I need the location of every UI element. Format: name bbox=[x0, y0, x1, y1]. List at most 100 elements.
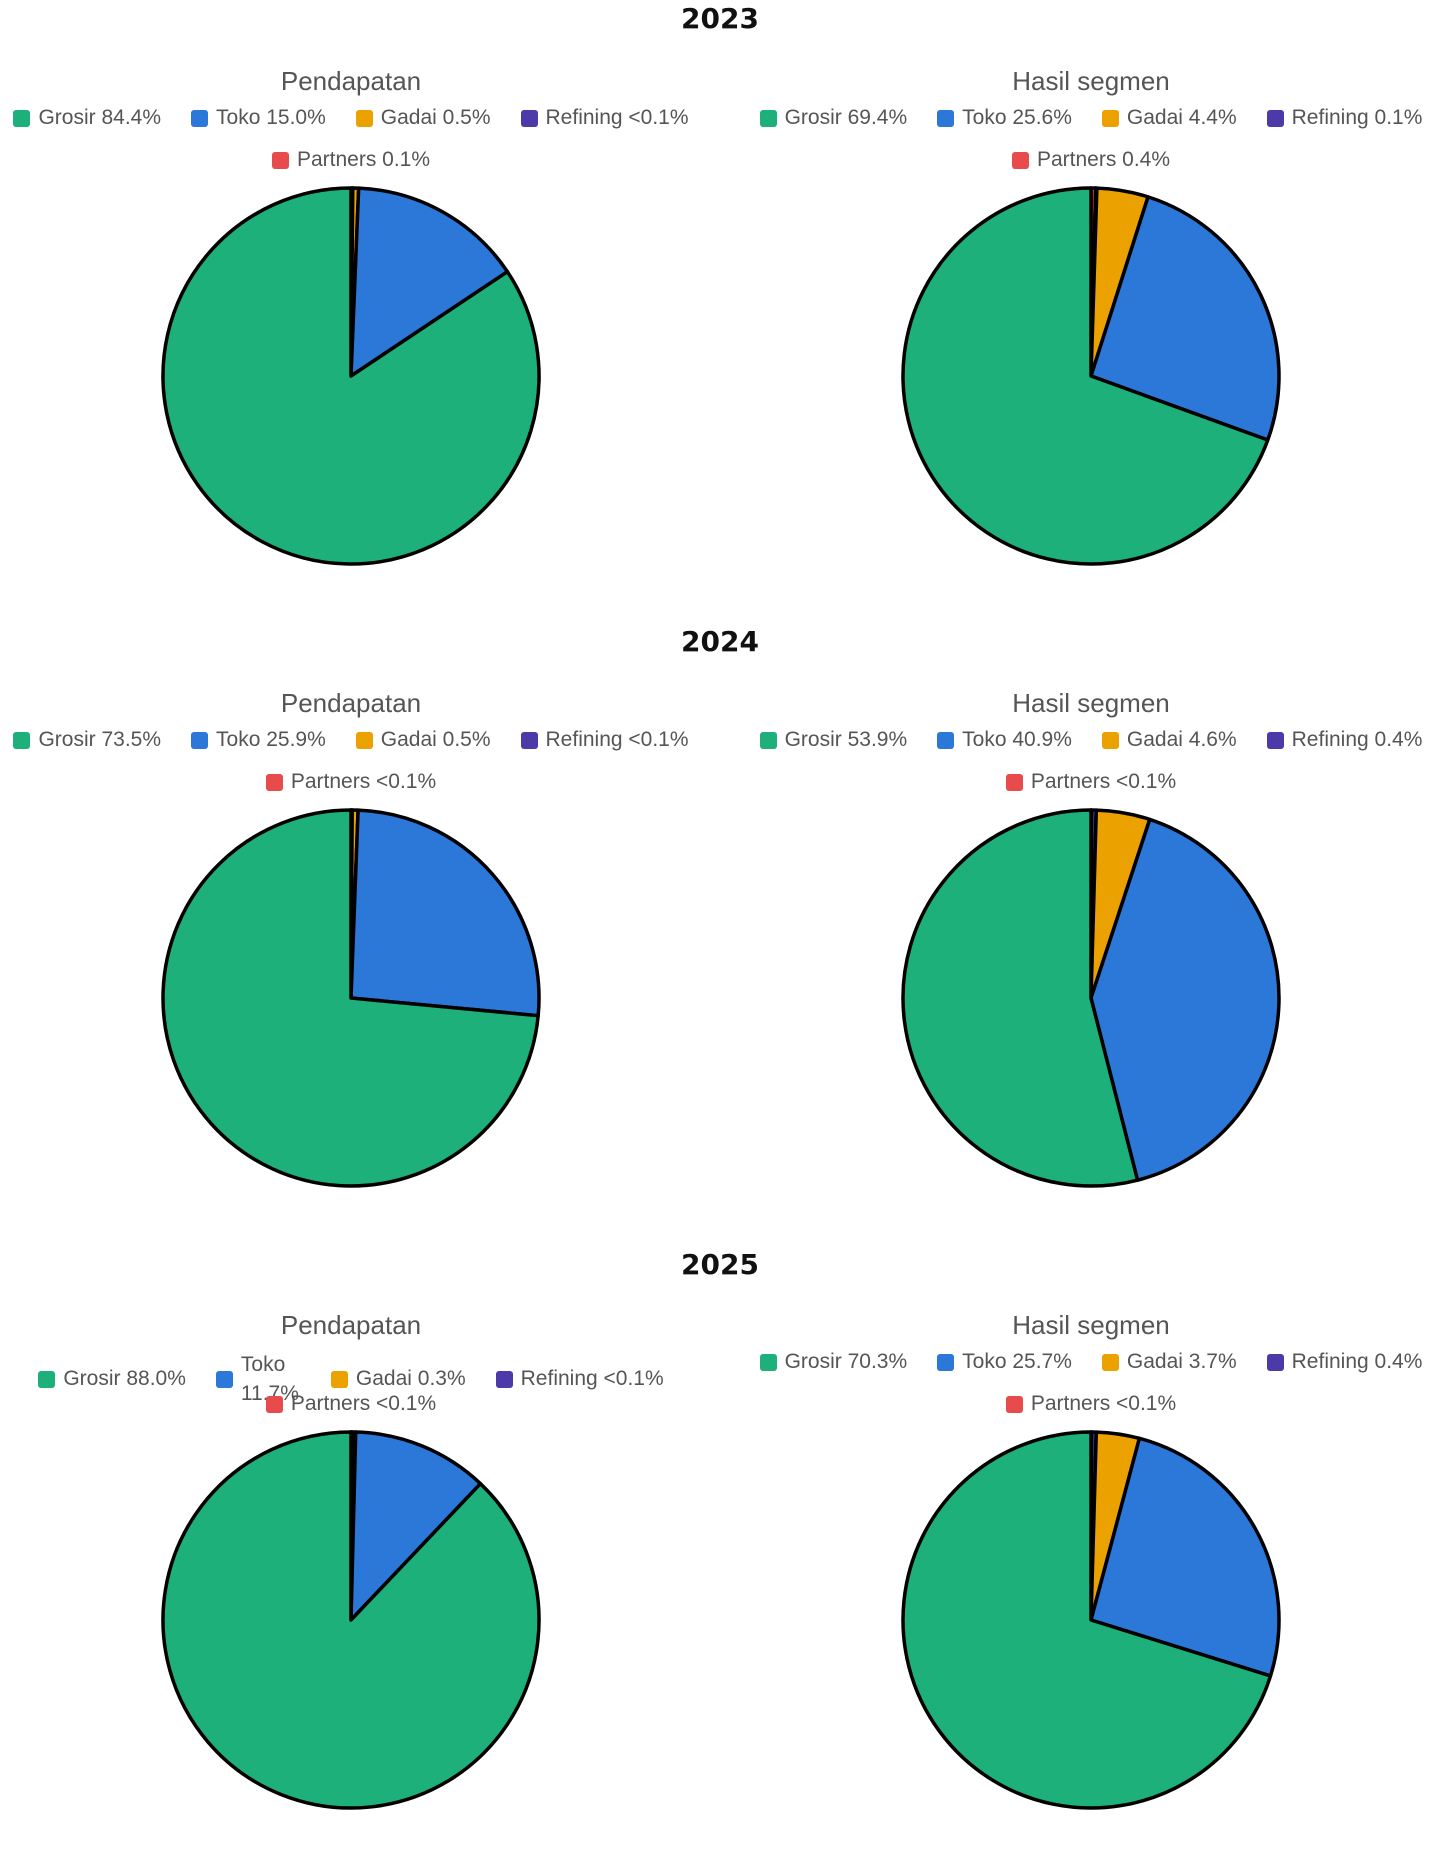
chart-title-2023-pendapatan: Pendapatan bbox=[280, 66, 422, 96]
legend-item-gadai[interactable]: Gadai 0.3% bbox=[330, 1367, 466, 1391]
legend-swatch-grosir bbox=[13, 109, 31, 127]
legend-item-refining[interactable]: Refining <0.1% bbox=[520, 106, 689, 130]
legend-label-gadai: Gadai 0.5% bbox=[380, 728, 491, 751]
legend-label-toko: Toko 25.6% bbox=[962, 106, 1072, 129]
legend-swatch-gadai bbox=[330, 1370, 348, 1388]
pie-slice-toko[interactable] bbox=[349, 186, 510, 378]
legend-swatch-toko bbox=[191, 109, 209, 127]
legend-item-partners[interactable]: Partners <0.1% bbox=[265, 770, 437, 794]
legend-item-partners[interactable]: Partners <0.1% bbox=[265, 1392, 436, 1416]
legend-row: Grosir 88.0% Toko 11.7% Gadai 0.3% Refining… bbox=[0, 1350, 711, 1408]
legend-item-toko[interactable]: Toko 15.0% bbox=[191, 106, 326, 130]
year-title-2024: 2024 bbox=[681, 625, 759, 658]
legend-swatch-gadai bbox=[355, 109, 373, 127]
legend-swatch-grosir bbox=[13, 731, 31, 749]
legend-item-gadai[interactable]: Gadai 3.7% bbox=[1101, 1350, 1237, 1374]
legend-label-refining: Refining <0.1% bbox=[545, 106, 689, 129]
legend-swatch-refining bbox=[495, 1370, 513, 1388]
pie-slice-toko[interactable] bbox=[1089, 195, 1281, 442]
legend-swatch-refining bbox=[520, 731, 538, 749]
legend-item-toko[interactable]: Toko 40.9% bbox=[937, 728, 1072, 752]
legend-label-toko: Toko 11.7% bbox=[240, 1353, 299, 1405]
legend-label-gadai: Gadai 0.3% bbox=[355, 1367, 466, 1390]
legend-swatch-gadai bbox=[1101, 109, 1119, 127]
legend-item-grosir[interactable]: Grosir 53.9% bbox=[759, 728, 908, 752]
pie-slice-grosir[interactable] bbox=[161, 808, 540, 1188]
pie-slice-grosir[interactable] bbox=[161, 186, 541, 566]
pie-2024-pendapatan bbox=[161, 808, 541, 1188]
legend-item-refining[interactable]: Refining 0.4% bbox=[1266, 1350, 1423, 1374]
pie-slice-toko[interactable] bbox=[1089, 1436, 1281, 1678]
legend-item-partners[interactable]: Partners 0.4% bbox=[1011, 148, 1170, 172]
pie-slice-grosir[interactable] bbox=[901, 808, 1140, 1188]
legend-label-grosir: Grosir 53.9% bbox=[784, 728, 908, 751]
legend-label-partners: Partners <0.1% bbox=[290, 770, 437, 793]
legend-item-toko[interactable]: Toko 11.7% bbox=[215, 1350, 301, 1408]
legend-label-grosir: Grosir 70.3% bbox=[784, 1350, 908, 1373]
legend-swatch-grosir bbox=[759, 731, 777, 749]
pie-slice-grosir[interactable] bbox=[901, 1430, 1273, 1810]
chart-title-2024-pendapatan: Pendapatan bbox=[280, 688, 422, 718]
legend-label-toko: Toko 25.7% bbox=[962, 1350, 1072, 1373]
legend-swatch-partners bbox=[1005, 773, 1023, 791]
legend-label-partners: Partners <0.1% bbox=[1030, 1392, 1177, 1415]
legend-item-grosir[interactable]: Grosir 73.5% bbox=[13, 728, 161, 752]
legend-item-refining[interactable]: Refining 0.4% bbox=[1266, 728, 1422, 752]
legend-label-toko: Toko 25.9% bbox=[216, 728, 326, 751]
legend-swatch-partners bbox=[271, 151, 289, 169]
legend-item-grosir[interactable]: Grosir 88.0% bbox=[38, 1367, 186, 1391]
legend-swatch-refining bbox=[1266, 109, 1284, 127]
legend-item-refining[interactable]: Refining 0.1% bbox=[1266, 106, 1423, 130]
pie-2023-pendapatan bbox=[161, 186, 541, 566]
legend-swatch-grosir bbox=[759, 1353, 777, 1371]
legend-label-grosir: Grosir 88.0% bbox=[63, 1367, 186, 1390]
legend-swatch-toko bbox=[937, 731, 955, 749]
legend-row: Grosir 53.9% Toko 40.9% Gadai 4.6% Refining… bbox=[731, 728, 1440, 752]
legend-row: Grosir 73.5% Toko 25.9% Gadai 0.5% Refining… bbox=[0, 728, 711, 752]
legend-row: Grosir 84.4% Toko 15.0% Gadai 0.5% Refining… bbox=[0, 106, 711, 130]
legend-item-toko[interactable]: Toko 25.9% bbox=[191, 728, 326, 752]
legend-item-grosir[interactable]: Grosir 84.4% bbox=[13, 106, 161, 130]
legend-row: Partners <0.1% bbox=[731, 1392, 1440, 1416]
legend-label-refining: Refining 0.1% bbox=[1291, 106, 1423, 129]
legend-row: Partners <0.1% bbox=[0, 770, 711, 794]
legend-item-toko[interactable]: Toko 25.7% bbox=[937, 1350, 1072, 1374]
year-title-2025: 2025 bbox=[681, 1248, 759, 1281]
legend-item-partners[interactable]: Partners <0.1% bbox=[1005, 770, 1176, 794]
legend-swatch-gadai bbox=[355, 731, 373, 749]
pie-slice-toko[interactable] bbox=[349, 1430, 483, 1622]
legend-swatch-toko bbox=[215, 1370, 233, 1388]
legend-item-grosir[interactable]: Grosir 70.3% bbox=[759, 1350, 908, 1374]
legend-item-refining[interactable]: Refining <0.1% bbox=[495, 1367, 664, 1391]
pie-2023-hasil-segmen bbox=[901, 186, 1281, 566]
legend-row: Partners <0.1% bbox=[731, 770, 1440, 794]
legend-item-refining[interactable]: Refining <0.1% bbox=[520, 728, 689, 752]
pie-slice-toko[interactable] bbox=[349, 808, 541, 1018]
legend-swatch-refining bbox=[520, 109, 538, 127]
legend-item-toko[interactable]: Toko 25.6% bbox=[937, 106, 1072, 130]
year-title-2023: 2023 bbox=[681, 2, 759, 35]
legend-label-gadai: Gadai 3.7% bbox=[1126, 1350, 1237, 1373]
pie-slice-grosir[interactable] bbox=[161, 1430, 541, 1810]
legend-item-gadai[interactable]: Gadai 4.4% bbox=[1101, 106, 1237, 130]
legend-item-gadai[interactable]: Gadai 0.5% bbox=[355, 728, 491, 752]
legend-label-refining: Refining <0.1% bbox=[520, 1367, 664, 1390]
legend-item-gadai[interactable]: Gadai 0.5% bbox=[355, 106, 491, 130]
pie-2025-pendapatan bbox=[161, 1430, 541, 1810]
legend-swatch-gadai bbox=[1101, 731, 1119, 749]
legend-label-grosir: Grosir 84.4% bbox=[38, 106, 162, 129]
legend-label-gadai: Gadai 4.6% bbox=[1126, 728, 1237, 751]
pie-2025-hasil-segmen bbox=[901, 1430, 1281, 1810]
chart-title-2023-hasil-segmen: Hasil segmen bbox=[1012, 66, 1170, 96]
legend-item-grosir[interactable]: Grosir 69.4% bbox=[759, 106, 907, 130]
legend-label-toko: Toko 15.0% bbox=[216, 106, 326, 129]
legend-item-partners[interactable]: Partners 0.1% bbox=[271, 148, 430, 172]
pie-slice-toko[interactable] bbox=[1089, 817, 1281, 1182]
legend-swatch-refining bbox=[1266, 1353, 1284, 1371]
legend-swatch-toko bbox=[191, 731, 209, 749]
legend-item-partners[interactable]: Partners <0.1% bbox=[1005, 1392, 1177, 1416]
pie-slice-grosir[interactable] bbox=[901, 186, 1270, 566]
legend-item-gadai[interactable]: Gadai 4.6% bbox=[1101, 728, 1237, 752]
legend-label-refining: Refining 0.4% bbox=[1291, 1350, 1423, 1373]
